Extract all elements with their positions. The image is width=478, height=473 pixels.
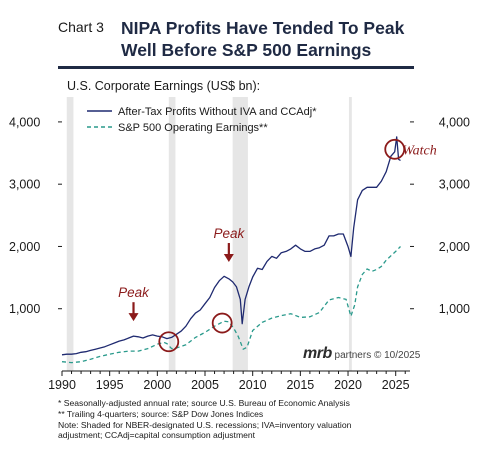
recession-band (348, 97, 352, 371)
y-tick-label-right: 2,000 (439, 240, 470, 254)
annotation-circle (158, 331, 180, 353)
y-axis-title: U.S. Corporate Earnings (US$ bn): (67, 79, 261, 93)
chart-title: NIPA Profits Have Tended To Peak Well Be… (121, 17, 461, 61)
recession-band (168, 97, 176, 371)
legend-label: S&P 500 Operating Earnings** (118, 122, 268, 134)
brand-logo: mrb partners © 10/2025 (303, 345, 420, 363)
y-tick-label-left: 4,000 (9, 115, 40, 129)
series-sp500-earnings-line (61, 246, 401, 364)
series-after-tax-profits-line (61, 136, 401, 356)
title-rule (58, 66, 414, 69)
footnote-1: * Seasonally-adjusted annual rate; sourc… (58, 398, 350, 408)
annotation-watch-label: Watch (402, 143, 436, 158)
footnotes: * Seasonally-adjusted annual rate; sourc… (58, 398, 468, 441)
y-tick-label-left: 1,000 (9, 302, 40, 316)
y-tick-label-right: 4,000 (439, 115, 470, 129)
x-tick-label: 2000 (143, 378, 171, 392)
annotation-circle (211, 312, 233, 334)
y-tick-label-right: 1,000 (439, 302, 470, 316)
x-tick-label: 2020 (334, 378, 362, 392)
annotation-arrow-head (128, 313, 139, 322)
annotations-group: Peak Peak Watch (118, 138, 437, 353)
annotation-arrow-head (223, 254, 234, 263)
footnote-4: adjustment; CCAdj=capital consumption ad… (58, 430, 256, 441)
x-tick-label: 2015 (286, 378, 314, 392)
series-group (61, 136, 401, 364)
chart-title-line-1: NIPA Profits Have Tended To Peak (121, 18, 405, 38)
x-tick-label: 1995 (96, 378, 124, 392)
axes-group: 1990 1995 2000 2005 2010 2015 2020 2025 1,000 1,0… (9, 115, 470, 392)
chart-number-label: Chart 3 (58, 19, 104, 35)
legend-group: After-Tax Profits Without IVA and CCAdj*… (87, 106, 317, 134)
annotation-circle (384, 138, 406, 160)
brand-mark: mrb (303, 345, 332, 362)
annotation-peak-label: Peak (213, 226, 245, 241)
x-tick-label: 1990 (48, 378, 76, 392)
annotation-peak-label: Peak (118, 285, 150, 300)
chart-title-line-2: Well Before S&P 500 Earnings (121, 40, 372, 60)
y-tick-label-left: 3,000 (9, 178, 40, 192)
x-tick-label: 2005 (191, 378, 219, 392)
legend-label: After-Tax Profits Without IVA and CCAdj* (118, 106, 317, 118)
brand-text: partners © 10/2025 (334, 350, 421, 361)
footnote-3: Note: Shaded for NBER-designated U.S. re… (58, 419, 352, 430)
y-tick-label-left: 2,000 (9, 240, 40, 254)
x-tick-label: 2010 (239, 378, 267, 392)
x-tick-label: 2025 (382, 378, 410, 392)
y-tick-label-right: 3,000 (439, 178, 470, 192)
footnote-2: ** Trailing 4-quarters; source: S&P Dow … (58, 408, 264, 419)
recession-band (66, 97, 74, 371)
